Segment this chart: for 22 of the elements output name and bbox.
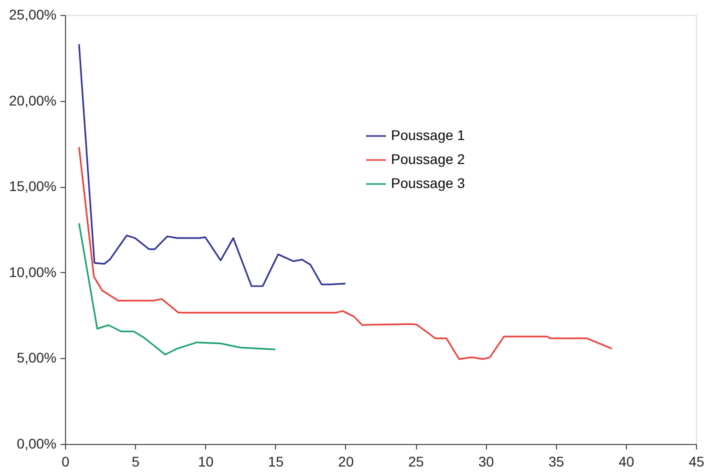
x-tick-label: 25 bbox=[408, 454, 424, 470]
line-series bbox=[78, 43, 346, 287]
legend-label: Poussage 2 bbox=[391, 151, 466, 167]
x-tick-label: 40 bbox=[618, 454, 634, 470]
y-tick-label: 20,00% bbox=[9, 92, 56, 108]
x-tick-label: 45 bbox=[688, 454, 704, 470]
x-tick-label: 5 bbox=[132, 454, 140, 470]
y-tick-label: 10,00% bbox=[9, 264, 56, 280]
x-tick-label: 35 bbox=[548, 454, 564, 470]
legend-label: Poussage 3 bbox=[391, 175, 466, 191]
y-tick-label: 0,00% bbox=[16, 436, 56, 452]
x-tick-label: 15 bbox=[268, 454, 284, 470]
y-tick-label: 25,00% bbox=[9, 6, 56, 22]
x-tick-label: 20 bbox=[338, 454, 354, 470]
x-tick-label: 30 bbox=[478, 454, 494, 470]
x-tick-label: 0 bbox=[62, 454, 70, 470]
legend-label: Poussage 1 bbox=[391, 127, 466, 143]
line-series bbox=[78, 222, 276, 356]
y-tick-label: 5,00% bbox=[16, 350, 56, 366]
y-tick-label: 15,00% bbox=[9, 178, 56, 194]
line-series bbox=[78, 146, 613, 360]
x-tick-label: 10 bbox=[198, 454, 214, 470]
